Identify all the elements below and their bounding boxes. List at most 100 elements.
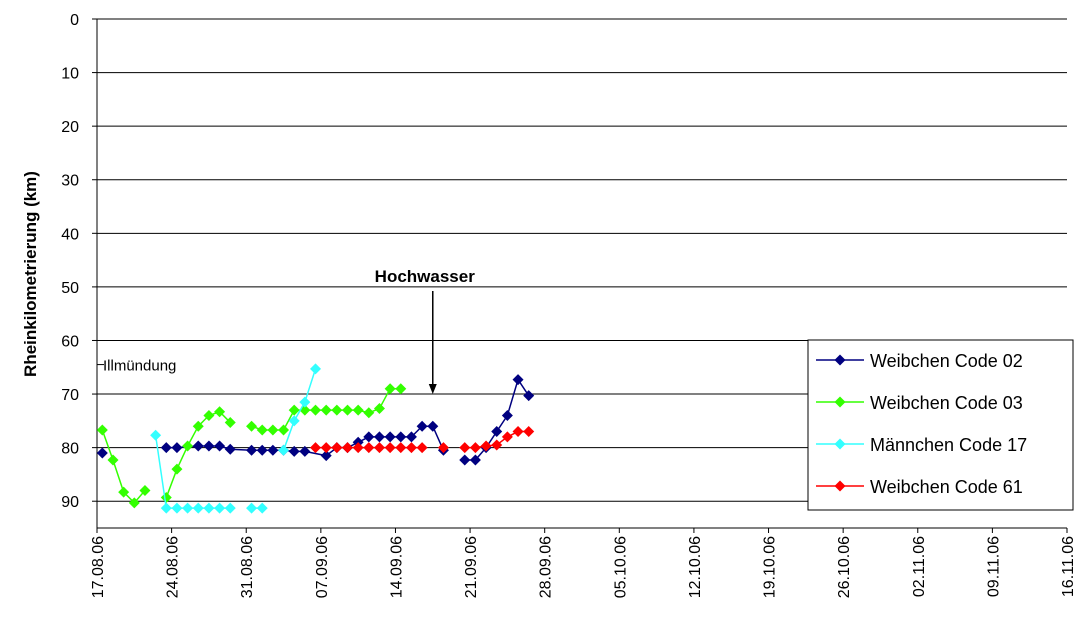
data-point <box>352 404 364 416</box>
data-point <box>459 454 471 466</box>
data-point <box>395 383 407 395</box>
x-tick-label: 19.10.06 <box>762 536 779 598</box>
data-point <box>384 442 396 454</box>
x-tick-label: 02.11.06 <box>911 536 928 597</box>
data-point <box>310 404 322 416</box>
data-point <box>469 442 481 454</box>
x-tick-label: 17.08.06 <box>90 536 107 598</box>
y-tick-label: 60 <box>61 333 79 350</box>
legend-box <box>807 339 1074 511</box>
data-point <box>512 374 524 386</box>
data-point <box>395 442 407 454</box>
x-tick-label: 28.09.06 <box>538 536 555 598</box>
data-point <box>171 442 183 454</box>
annotation: Illmündung <box>103 358 176 375</box>
series-line <box>154 368 317 509</box>
data-point <box>192 502 204 514</box>
data-point <box>299 396 311 408</box>
data-point <box>459 442 471 454</box>
data-point <box>384 431 396 443</box>
data-point <box>469 454 481 466</box>
x-tick-label: 09.11.06 <box>985 536 1002 597</box>
data-point <box>501 409 513 421</box>
data-point <box>214 502 226 514</box>
x-tick-label: 31.08.06 <box>239 536 256 598</box>
legend-label: Weibchen Code 02 <box>870 351 1023 371</box>
data-point <box>224 443 236 455</box>
y-tick-label: 40 <box>61 226 79 243</box>
data-point <box>246 502 258 514</box>
data-point <box>523 426 535 438</box>
x-tick-label: 12.10.06 <box>687 536 704 598</box>
legend-marker <box>834 438 846 450</box>
data-point <box>363 431 375 443</box>
data-point <box>267 444 279 456</box>
arrow-head <box>428 384 437 394</box>
data-point <box>363 442 375 454</box>
data-point <box>182 502 194 514</box>
data-point <box>203 409 215 421</box>
data-point <box>214 440 226 452</box>
y-axis-label: Rheinkilometrierung (km) <box>21 171 40 377</box>
data-point <box>160 502 172 514</box>
data-point <box>160 442 172 454</box>
data-point <box>96 424 108 436</box>
data-point <box>192 420 204 432</box>
data-point <box>139 484 151 496</box>
data-point <box>299 445 311 457</box>
data-point <box>405 431 417 443</box>
y-tick-label: 20 <box>61 119 79 136</box>
data-point <box>246 420 258 432</box>
data-point <box>246 444 258 456</box>
annotation: Hochwasser <box>375 267 476 286</box>
x-tick-label: 05.10.06 <box>612 536 629 598</box>
data-point <box>256 444 268 456</box>
data-point <box>512 426 524 438</box>
data-point <box>352 442 364 454</box>
legend: Weibchen Code 02 Weibchen Code 03 Männchen… <box>807 339 1074 511</box>
y-tick-label: 90 <box>61 494 79 511</box>
data-point <box>288 415 300 427</box>
data-point <box>192 440 204 452</box>
y-tick-label: 0 <box>70 12 79 29</box>
data-point <box>427 420 439 432</box>
data-point <box>203 440 215 452</box>
y-tick-label: 80 <box>61 441 79 458</box>
data-point <box>363 407 375 419</box>
data-point <box>437 442 449 454</box>
y-tick-label: 30 <box>61 173 79 190</box>
data-point <box>118 486 130 498</box>
data-point <box>256 502 268 514</box>
data-point <box>214 406 226 418</box>
legend-marker <box>834 354 846 366</box>
legend-label: Weibchen Code 61 <box>870 477 1023 497</box>
data-point <box>320 450 332 462</box>
data-point <box>373 431 385 443</box>
data-point <box>480 440 492 452</box>
data-point <box>267 424 279 436</box>
x-tick-label: 24.08.06 <box>165 536 182 598</box>
data-point <box>278 444 290 456</box>
data-point <box>373 403 385 415</box>
y-tick-label: 10 <box>61 66 79 83</box>
data-point <box>150 429 162 441</box>
x-tick-label: 21.09.06 <box>463 536 480 598</box>
data-point <box>171 463 183 475</box>
data-point <box>320 404 332 416</box>
data-point <box>341 442 353 454</box>
data-point <box>373 442 385 454</box>
legend-label: Männchen Code 17 <box>870 435 1027 455</box>
data-point <box>107 454 119 466</box>
legend-marker <box>834 396 846 408</box>
data-point <box>224 502 236 514</box>
legend-label: Weibchen Code 03 <box>870 393 1023 413</box>
data-point <box>96 447 108 459</box>
data-point <box>416 420 428 432</box>
data-point <box>310 363 322 375</box>
data-point <box>491 439 503 451</box>
x-tick-label: 07.09.06 <box>314 536 331 598</box>
data-point <box>501 431 513 443</box>
data-point <box>523 390 535 402</box>
data-point <box>203 502 215 514</box>
data-point <box>331 442 343 454</box>
